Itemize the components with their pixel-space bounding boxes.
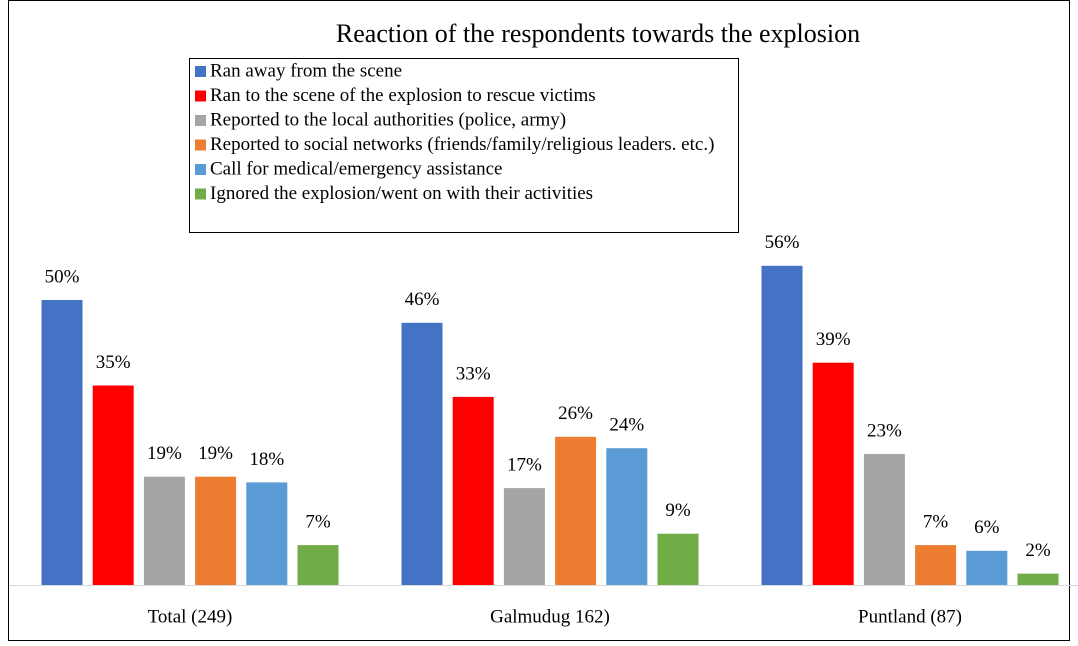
data-label: 7%	[923, 511, 949, 532]
data-label: 50%	[45, 266, 80, 287]
legend-swatch	[195, 90, 206, 102]
legend-swatch	[195, 188, 206, 200]
data-label: 56%	[765, 232, 800, 253]
bar	[657, 533, 699, 585]
data-label: 19%	[147, 443, 182, 464]
bar	[452, 396, 494, 585]
legend-swatch	[195, 139, 206, 151]
legend-label: Call for medical/emergency assistance	[210, 158, 502, 179]
legend-swatch	[195, 115, 206, 126]
legend-swatch	[195, 66, 206, 77]
bar	[503, 488, 545, 585]
bar	[401, 322, 443, 585]
bar	[812, 362, 854, 585]
bar	[246, 482, 288, 585]
legend-label: Ran away from the scene	[210, 60, 402, 81]
legend-box	[189, 58, 739, 233]
legend-label: Ignored the explosion/went on with their…	[210, 183, 593, 204]
data-label: 9%	[665, 500, 691, 521]
data-label: 33%	[456, 363, 491, 384]
x-tick-label: Galmudug 162)	[490, 606, 610, 627]
legend-label: Ran to the scene of the explosion to res…	[210, 85, 596, 106]
legend-label: Reported to social networks (friends/fam…	[210, 134, 714, 155]
data-label: 39%	[816, 329, 851, 350]
bar	[92, 385, 134, 585]
legend-label: Reported to the local authorities (polic…	[210, 109, 566, 130]
bar	[195, 476, 237, 585]
bar	[606, 448, 648, 585]
bar	[555, 436, 597, 585]
bar	[761, 265, 803, 585]
data-label: 18%	[249, 449, 284, 470]
chart-title: Reaction of the respondents towards the …	[336, 19, 860, 48]
data-label: 17%	[507, 454, 542, 475]
data-label: 2%	[1025, 540, 1051, 561]
data-label: 6%	[974, 517, 1000, 538]
bar	[41, 300, 83, 585]
data-label: 19%	[198, 443, 233, 464]
x-tick-label: Puntland (87)	[858, 606, 962, 627]
bar	[915, 545, 957, 585]
bar	[297, 545, 339, 585]
bar	[863, 453, 905, 585]
data-label: 23%	[867, 420, 902, 441]
bar	[1017, 573, 1059, 585]
data-label: 7%	[305, 511, 331, 532]
bar	[966, 550, 1008, 585]
data-label: 24%	[609, 415, 644, 436]
legend-swatch	[195, 164, 206, 175]
data-label: 46%	[405, 289, 440, 310]
x-tick-label: Total (249)	[148, 606, 233, 627]
data-label: 26%	[558, 403, 593, 424]
data-label: 35%	[96, 352, 131, 373]
bar	[143, 476, 185, 585]
